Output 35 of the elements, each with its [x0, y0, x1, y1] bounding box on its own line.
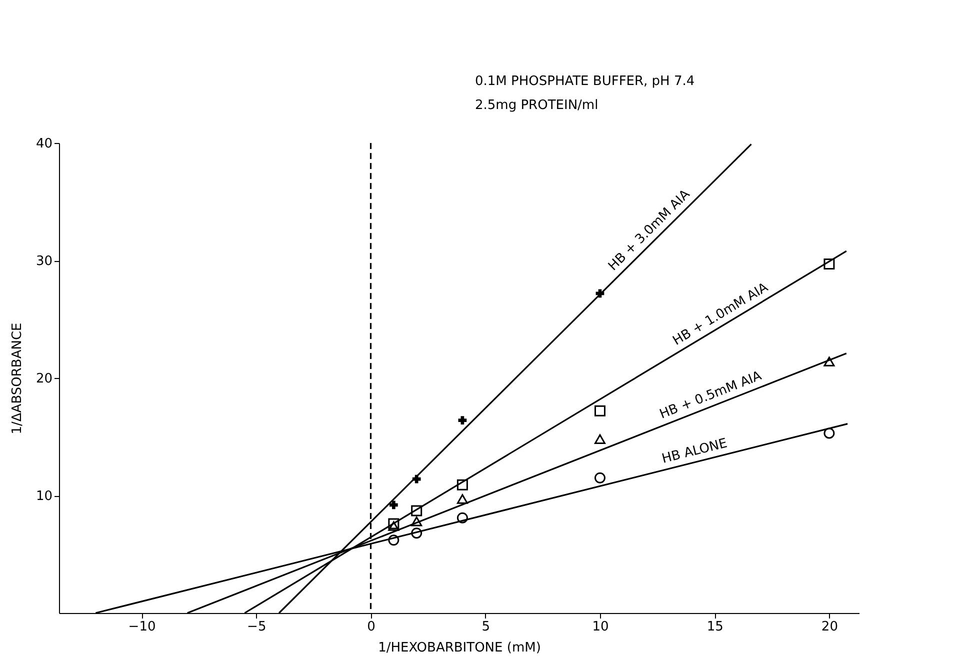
point: [412, 474, 421, 484]
point: [596, 289, 604, 298]
x-axis-title: 1/HEXOBARBITONE (mM): [378, 640, 541, 656]
text: 2.5mg PROTEIN/ml: [475, 98, 598, 113]
point: [594, 472, 606, 484]
y-axis-title: 1/ΔABSORBANCE: [10, 322, 25, 434]
x-tick-label: 20: [821, 620, 838, 634]
point: [389, 500, 398, 510]
x-tick-label: −5: [247, 620, 266, 634]
point: [456, 512, 468, 524]
y-tick-label: 20: [36, 372, 52, 386]
text: HB ALONE: [660, 436, 729, 467]
point: [824, 428, 835, 439]
point: [594, 405, 606, 416]
y-tick-label: 30: [36, 254, 52, 269]
point: [456, 479, 468, 490]
y-tick-label: 10: [36, 489, 52, 504]
point: [411, 528, 422, 539]
text: 0.1M PHOSPHATE BUFFER, pH 7.4: [475, 74, 695, 89]
point: [824, 356, 835, 366]
x-tick-label: 5: [482, 620, 490, 634]
point: [456, 494, 468, 504]
point: [594, 434, 606, 444]
point: [388, 518, 400, 530]
point: [411, 516, 422, 526]
point: [388, 521, 400, 531]
x-tick-label: 0: [367, 620, 376, 634]
x-tick-label: 10: [592, 620, 609, 634]
x-tick-label: 15: [706, 620, 724, 634]
point: [388, 534, 400, 546]
x-tick-label: −10: [128, 620, 156, 634]
point: [824, 258, 835, 270]
y-tick-label: 40: [36, 136, 52, 152]
point: [411, 505, 422, 516]
point: [458, 416, 467, 424]
